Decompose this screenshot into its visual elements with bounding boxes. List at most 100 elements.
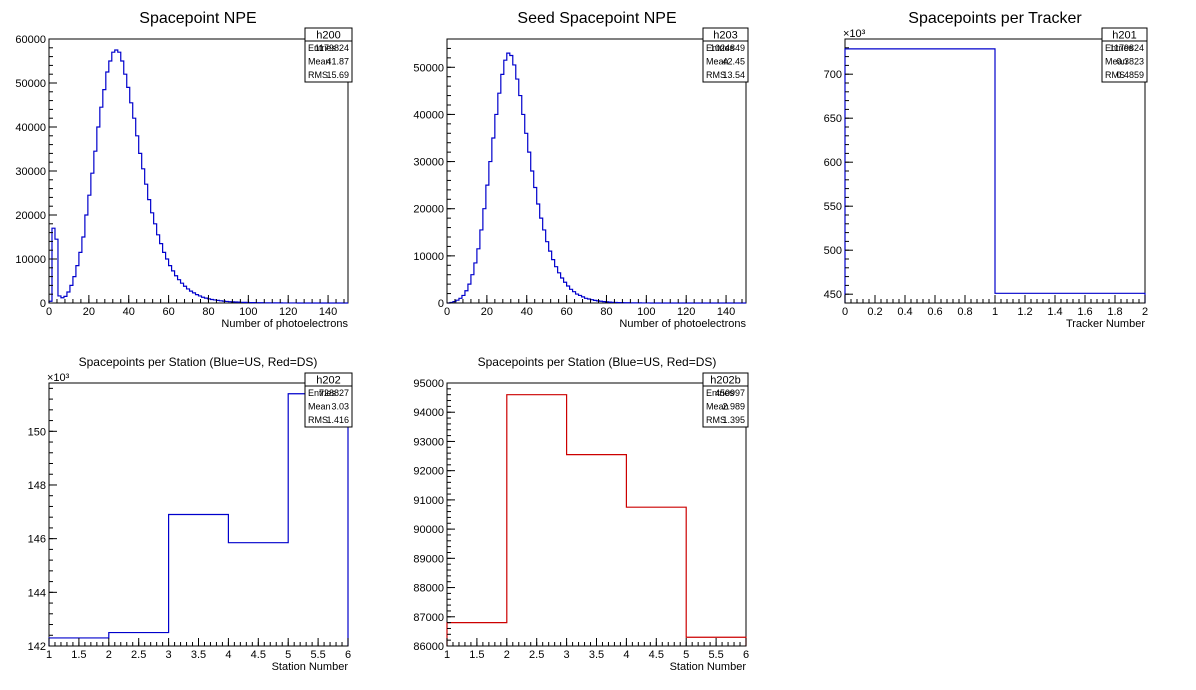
x-tick-label: 40 [123, 306, 135, 318]
x-tick-label: 2 [1142, 306, 1148, 318]
stats-box-frame [304, 27, 353, 83]
y-tick-label: 40000 [413, 109, 444, 121]
y-tick-label: 30000 [15, 166, 46, 178]
histogram-line [48, 393, 349, 646]
y-tick-label: 50000 [15, 78, 46, 90]
x-tick-label: 0 [444, 306, 450, 318]
stats-rms-label: RMS [308, 70, 328, 80]
y-tick-label: 600 [824, 157, 842, 169]
y-tick-label: 10000 [413, 251, 444, 263]
y-tick-label: 0 [40, 298, 46, 310]
plot-frame [446, 382, 747, 647]
stats-rms-value: 1.416 [326, 415, 349, 425]
stats-entries-label: Entries [1105, 43, 1134, 53]
y-tick-label: 500 [824, 245, 842, 257]
x-tick-label: 100 [239, 306, 257, 318]
x-tick-label: 0.6 [927, 306, 942, 318]
x-tick-label: 1 [46, 649, 52, 661]
stats-mean-label: Mean [308, 402, 331, 412]
x-tick-label: 5.5 [708, 649, 723, 661]
histogram-line [446, 394, 747, 646]
x-tick-label: 1.5 [71, 649, 86, 661]
stats-rms-value: 15.69 [326, 70, 349, 80]
x-tick-label: 0.4 [897, 306, 912, 318]
stats-mean-label: Mean [706, 402, 729, 412]
panel-title: Spacepoints per Station (Blue=US, Red=DS… [79, 355, 318, 369]
y-tick-label: 142 [28, 641, 46, 653]
panel-h202: Spacepoints per Station (Blue=US, Red=DS… [28, 355, 353, 673]
x-tick-label: 2 [106, 649, 112, 661]
x-tick-label: 1.2 [1017, 306, 1032, 318]
y-tick-label: 650 [824, 113, 842, 125]
stats-name: h202b [710, 375, 741, 387]
x-tick-label: 4 [623, 649, 629, 661]
y-exponent-label: ×10³ [843, 28, 866, 40]
x-tick-label: 5.5 [310, 649, 325, 661]
x-tick-label: 2 [504, 649, 510, 661]
histogram-line [844, 48, 1146, 303]
stats-rms-label: RMS [706, 415, 726, 425]
x-tick-label: 3.5 [589, 649, 604, 661]
y-tick-label: 50000 [413, 62, 444, 74]
y-tick-label: 87000 [413, 612, 444, 624]
x-axis-label: Station Number [670, 661, 747, 673]
x-tick-label: 140 [717, 306, 735, 318]
y-tick-label: 94000 [413, 407, 444, 419]
y-tick-label: 92000 [413, 466, 444, 478]
stats-rms-label: RMS [1105, 70, 1125, 80]
stats-entries-value: 1179824 [315, 43, 349, 53]
panel-h200: Spacepoint NPE 0 20 40 60 80 100 120 140 0 10000 20… [15, 10, 353, 330]
x-tick-label: 0.8 [957, 306, 972, 318]
stats-rms-label: RMS [706, 70, 726, 80]
x-tick-label: 40 [521, 306, 533, 318]
y-tick-label: 60000 [15, 34, 46, 46]
y-tick-label: 30000 [413, 157, 444, 169]
x-axis-label: Station Number [272, 661, 349, 673]
stats-name: h201 [1112, 30, 1136, 42]
x-tick-label: 20 [83, 306, 95, 318]
stats-entries-value: 450997 [715, 388, 745, 398]
x-tick-label: 6 [743, 649, 749, 661]
y-tick-label: 0 [438, 298, 444, 310]
x-tick-label: 120 [677, 306, 695, 318]
y-tick-label: 91000 [413, 495, 444, 507]
y-tick-label: 95000 [413, 378, 444, 390]
panel-title: Spacepoints per Tracker [908, 10, 1082, 27]
stats-entries-value: 1024849 [710, 43, 745, 53]
stats-mean-value: 2.989 [722, 402, 745, 412]
x-axis-label: Tracker Number [1066, 318, 1145, 330]
stats-rms-value: 0.4859 [1116, 70, 1144, 80]
x-tick-label: 0 [842, 306, 848, 318]
y-tick-label: 93000 [413, 436, 444, 448]
stats-box-frame [304, 372, 353, 428]
x-tick-label: 80 [600, 306, 612, 318]
histogram-line [447, 52, 746, 304]
y-tick-label: 90000 [413, 524, 444, 536]
y-tick-label: 89000 [413, 553, 444, 565]
stats-rms-value: 1.395 [722, 415, 745, 425]
histogram-line [48, 49, 348, 304]
stats-name: h203 [713, 30, 737, 42]
stats-entries-label: Entries [308, 388, 337, 398]
stats-mean-value: 42.45 [722, 57, 745, 67]
stats-mean-label: Mean [308, 57, 331, 67]
y-exponent-label: ×10³ [47, 372, 70, 384]
x-tick-label: 1.8 [1107, 306, 1122, 318]
stats-mean-label: Mean [1105, 57, 1128, 67]
x-tick-label: 60 [560, 306, 572, 318]
x-tick-label: 3 [564, 649, 570, 661]
x-tick-label: 4.5 [251, 649, 266, 661]
x-tick-label: 1 [992, 306, 998, 318]
x-tick-label: 80 [202, 306, 214, 318]
y-tick-label: 150 [28, 426, 46, 438]
y-tick-label: 40000 [15, 122, 46, 134]
panel-title: Seed Spacepoint NPE [517, 10, 676, 27]
y-tick-label: 88000 [413, 583, 444, 595]
stats-box-frame [702, 27, 749, 83]
panel-h203: Seed Spacepoint NPE 0 20 40 60 80 100 120 140 0 10… [413, 10, 749, 330]
stats-name: h202 [316, 375, 340, 387]
stats-entries-value: 1179824 [1110, 43, 1144, 53]
